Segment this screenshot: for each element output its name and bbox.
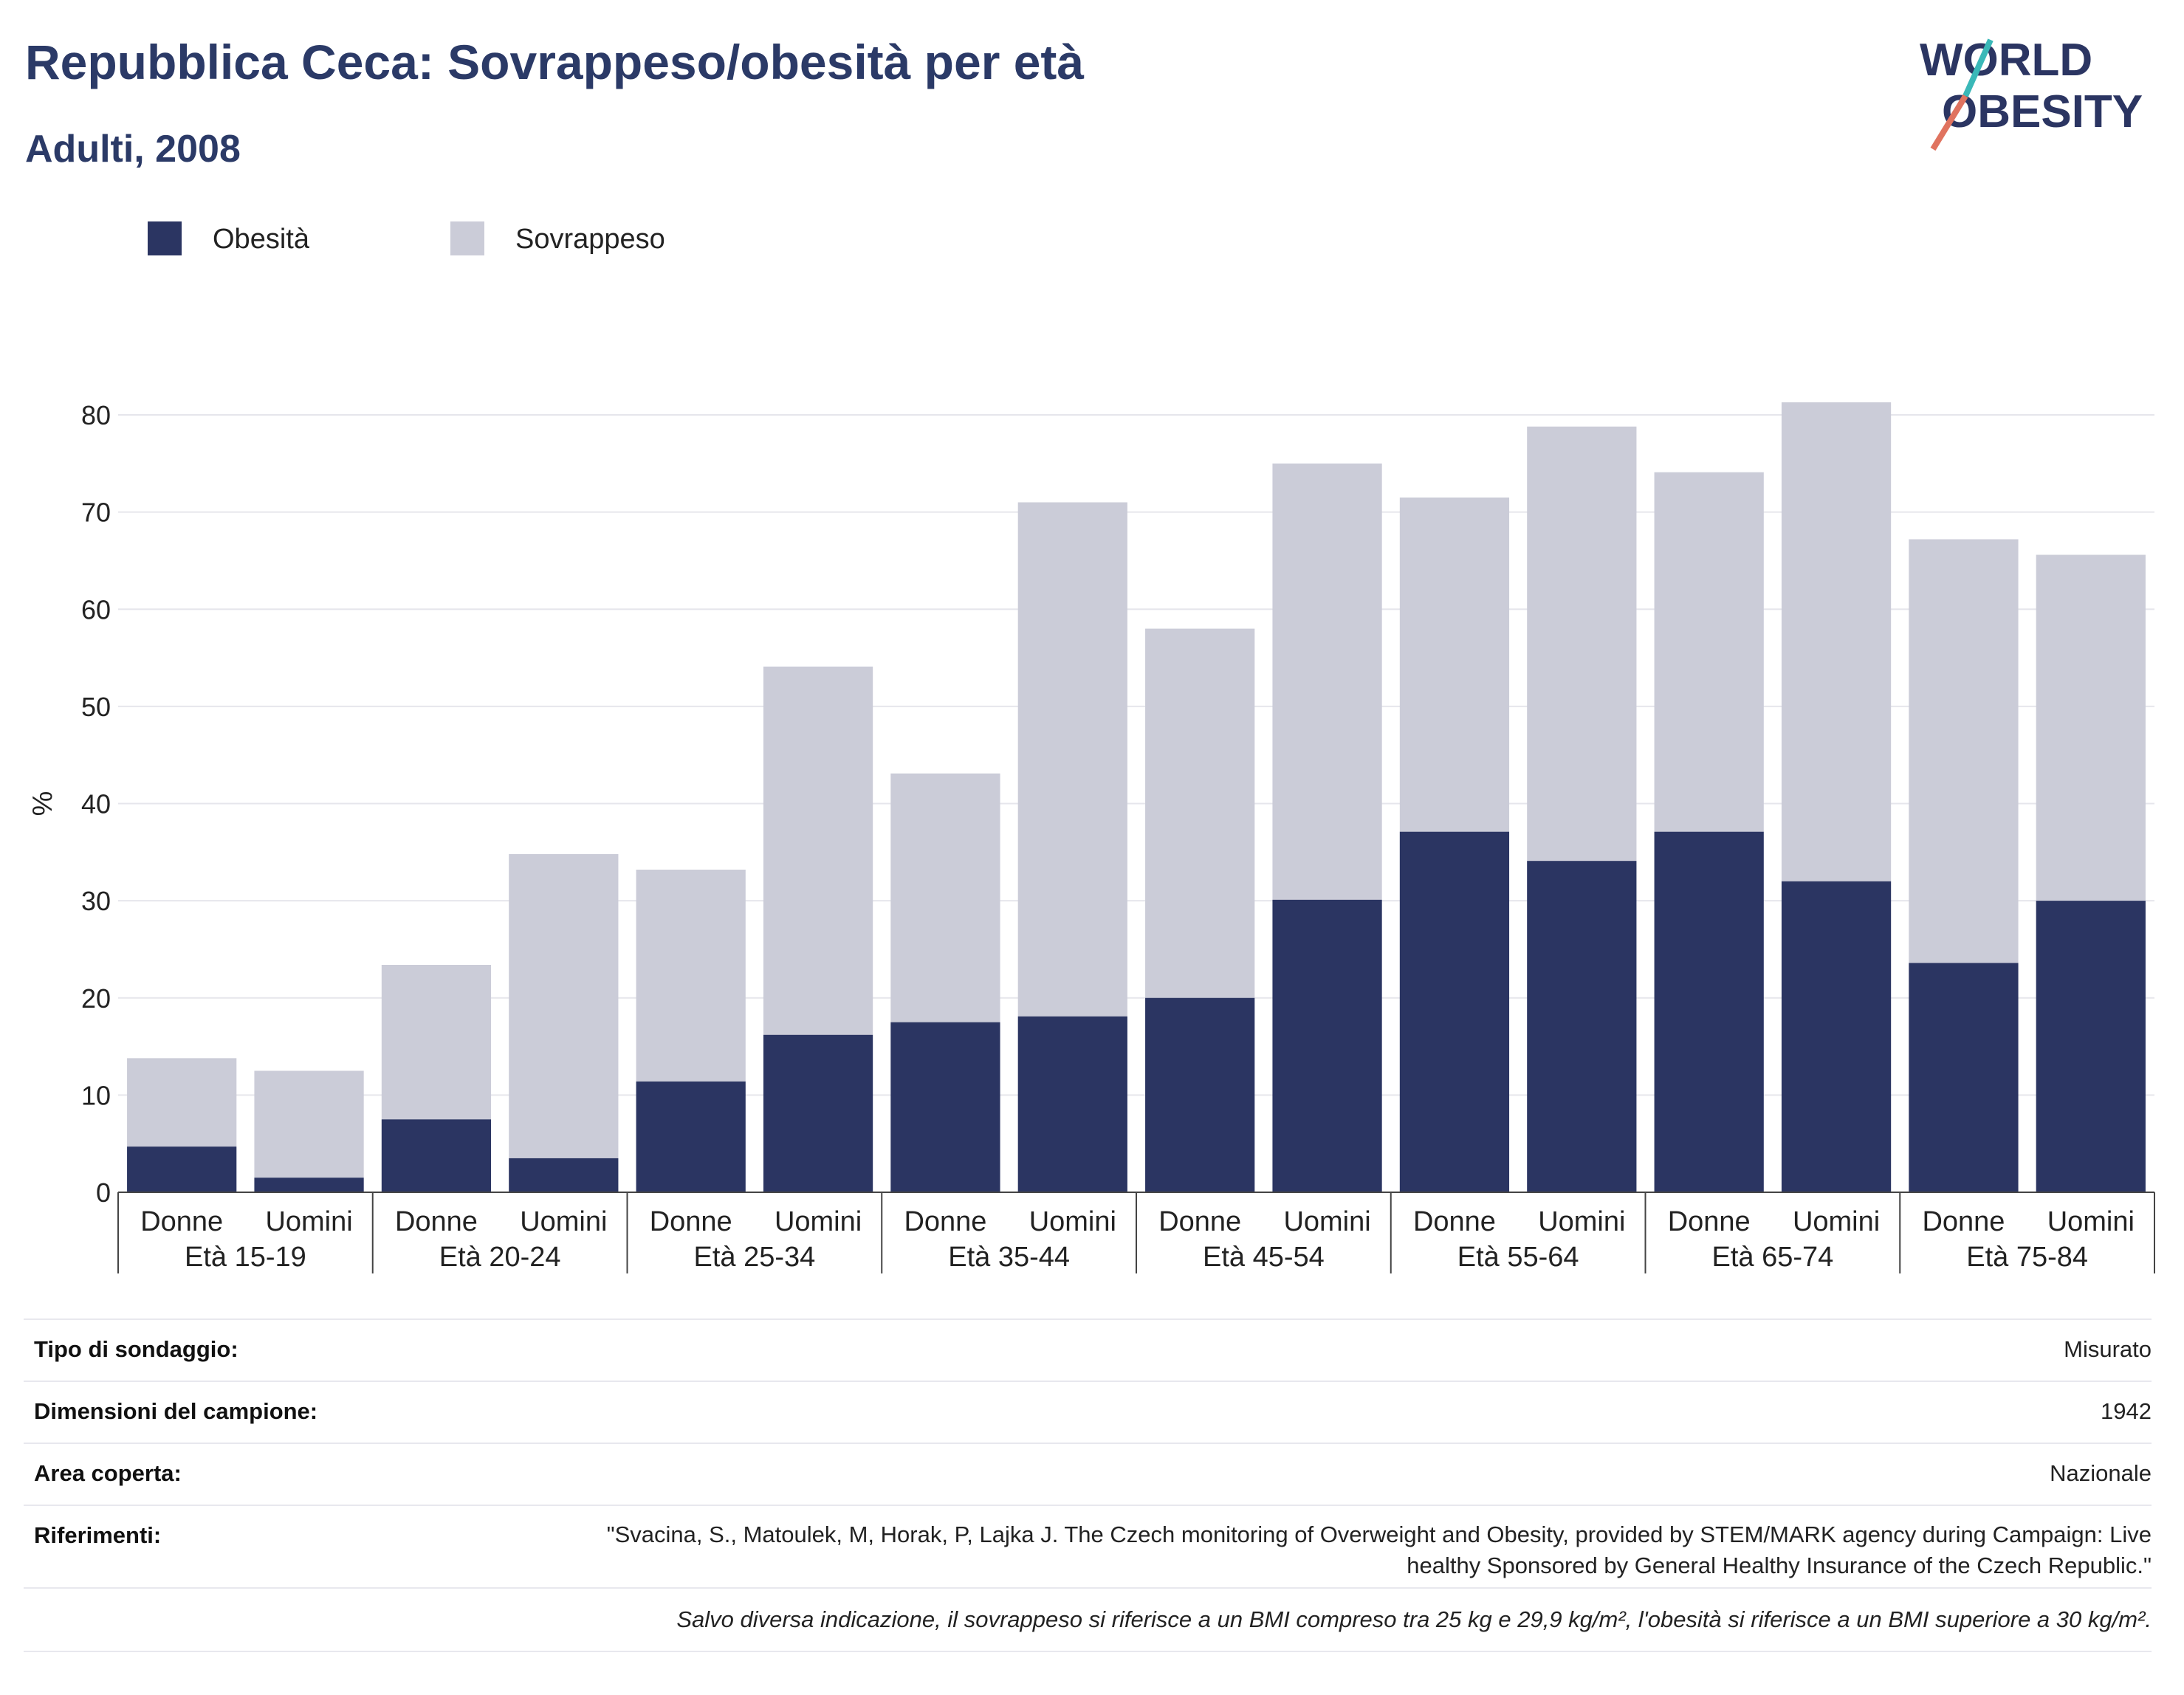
bar-obesity bbox=[1017, 1016, 1127, 1192]
bar-obesity bbox=[1527, 861, 1637, 1192]
bar-overweight bbox=[509, 853, 619, 1158]
x-sublabel: Uomini bbox=[2047, 1206, 2135, 1237]
x-sublabel: Donne bbox=[395, 1206, 478, 1237]
bar-overweight bbox=[1781, 402, 1892, 881]
bar-obesity bbox=[509, 1158, 619, 1192]
legend-swatch-overweight bbox=[450, 221, 484, 255]
x-group-label: Età 35-44 bbox=[948, 1242, 1070, 1273]
bar-overweight bbox=[254, 1070, 364, 1178]
x-group-label: Età 65-74 bbox=[1711, 1242, 1833, 1273]
bar-overweight bbox=[1909, 539, 2019, 963]
x-sublabel: Uomini bbox=[265, 1206, 352, 1237]
x-sublabel: Donne bbox=[904, 1206, 986, 1237]
bar-overweight bbox=[1145, 628, 1255, 998]
legend-label-overweight: Sovrappeso bbox=[515, 224, 665, 255]
world-obesity-logo: WORLD OBESITY bbox=[1920, 38, 2143, 151]
y-tick-label: 0 bbox=[96, 1177, 111, 1208]
bar-overweight bbox=[381, 964, 492, 1120]
x-sublabel: Uomini bbox=[520, 1206, 607, 1237]
y-tick-label: 60 bbox=[81, 594, 111, 625]
area-value: Nazionale bbox=[2050, 1460, 2152, 1486]
bar-overweight bbox=[2036, 554, 2146, 901]
sample-size-label: Dimensioni del campione: bbox=[34, 1398, 318, 1424]
bar-obesity bbox=[1781, 881, 1892, 1192]
y-tick-label: 80 bbox=[81, 400, 111, 430]
info-row-survey-type: Tipo di sondaggio: Misurato bbox=[24, 1318, 2152, 1381]
x-group-label: Età 20-24 bbox=[439, 1242, 561, 1273]
x-sublabel: Donne bbox=[1158, 1206, 1241, 1237]
bar-overweight bbox=[127, 1058, 237, 1147]
x-sublabel: Uomini bbox=[1538, 1206, 1625, 1237]
survey-type-value: Misurato bbox=[2064, 1336, 2152, 1362]
info-row-references: Riferimenti: "Svacina, S., Matoulek, M, … bbox=[24, 1505, 2152, 1587]
x-sublabel: Donne bbox=[140, 1206, 223, 1237]
bar-obesity bbox=[1272, 899, 1382, 1192]
x-sublabel: Uomini bbox=[1283, 1206, 1370, 1237]
info-row-area: Area coperta: Nazionale bbox=[24, 1443, 2152, 1505]
bar-obesity bbox=[636, 1081, 746, 1192]
y-tick-label: 30 bbox=[81, 886, 111, 916]
bar-obesity bbox=[1399, 831, 1510, 1192]
area-label: Area coperta: bbox=[34, 1460, 182, 1486]
bar-overweight bbox=[1399, 497, 1510, 832]
x-sublabel: Uomini bbox=[775, 1206, 862, 1237]
legend-swatch-obesity bbox=[148, 221, 182, 255]
x-group-label: Età 55-64 bbox=[1457, 1242, 1579, 1273]
bmi-definition-note: Salvo diversa indicazione, il sovrappeso… bbox=[676, 1606, 2152, 1632]
x-sublabel: Uomini bbox=[1029, 1206, 1116, 1237]
y-tick-label: 70 bbox=[81, 498, 111, 528]
bar-obesity bbox=[763, 1034, 873, 1192]
y-tick-label: 40 bbox=[81, 789, 111, 819]
x-sublabel: Uomini bbox=[1793, 1206, 1880, 1237]
logo-word-world: WORLD bbox=[1920, 38, 2092, 86]
bar-obesity bbox=[127, 1146, 237, 1192]
logo-word-obesity: OBESITY bbox=[1942, 86, 2143, 137]
x-sublabel: Donne bbox=[1413, 1206, 1496, 1237]
chart-title: Repubblica Ceca: Sovrappeso/obesità per … bbox=[25, 35, 1085, 89]
x-group-label: Età 75-84 bbox=[1966, 1242, 2088, 1273]
bar-overweight bbox=[1017, 502, 1127, 1017]
chart-subtitle: Adulti, 2008 bbox=[25, 128, 241, 171]
info-row-sample-size: Dimensioni del campione: 1942 bbox=[24, 1381, 2152, 1443]
y-axis-label: % bbox=[27, 791, 58, 816]
bar-obesity bbox=[2036, 901, 2146, 1192]
survey-info-table: Tipo di sondaggio: Misurato Dimensioni d… bbox=[24, 1318, 2152, 1652]
x-sublabel: Donne bbox=[650, 1206, 732, 1237]
y-tick-label: 20 bbox=[81, 983, 111, 1014]
legend-label-obesity: Obesità bbox=[213, 224, 309, 255]
y-tick-label: 50 bbox=[81, 692, 111, 722]
references-label: Riferimenti: bbox=[34, 1522, 162, 1548]
bar-overweight bbox=[763, 666, 873, 1035]
bar-overweight bbox=[1654, 472, 1764, 832]
stacked-bar-chart: 0 10 20 30 40 50 60 70 80% Donne Uomini Donne Uomini… bbox=[27, 400, 2155, 1273]
bar-overweight bbox=[636, 870, 746, 1082]
x-group-label: Età 45-54 bbox=[1203, 1242, 1325, 1273]
bar-overweight bbox=[1527, 426, 1637, 862]
y-tick-label: 10 bbox=[81, 1080, 111, 1110]
bar-obesity bbox=[890, 1022, 1000, 1192]
x-group-label: Età 25-34 bbox=[693, 1242, 815, 1273]
sample-size-value: 1942 bbox=[2101, 1398, 2152, 1424]
info-row-note: Salvo diversa indicazione, il sovrappeso… bbox=[24, 1587, 2152, 1652]
bar-obesity bbox=[1654, 831, 1764, 1192]
bar-obesity bbox=[1909, 963, 2019, 1192]
references-value: "Svacina, S., Matoulek, M, Horak, P, Laj… bbox=[606, 1522, 2152, 1578]
bar-obesity bbox=[381, 1119, 492, 1192]
survey-type-label: Tipo di sondaggio: bbox=[34, 1336, 238, 1362]
x-group-label: Età 15-19 bbox=[185, 1242, 306, 1273]
bar-overweight bbox=[890, 773, 1000, 1022]
bar-obesity bbox=[1145, 997, 1255, 1192]
x-sublabel: Donne bbox=[1668, 1206, 1751, 1237]
bar-overweight bbox=[1272, 463, 1382, 900]
bar-obesity bbox=[254, 1177, 364, 1192]
x-sublabel: Donne bbox=[1922, 1206, 2005, 1237]
